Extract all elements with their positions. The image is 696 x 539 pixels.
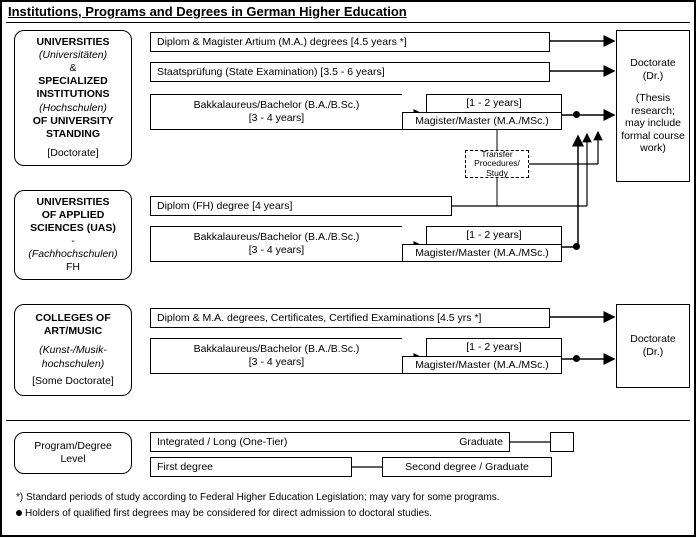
prog-staatspruefung: Staatsprüfung (State Examination) [3.5 -… [150, 62, 550, 82]
prog-art-long: Diplom & M.A. degrees, Certificates, Cer… [150, 308, 550, 328]
label: Magister/Master (M.A./MSc.) [415, 359, 549, 372]
label: work) [640, 142, 666, 155]
label: (Dr.) [643, 346, 663, 359]
legend-second: Second degree / Graduate [382, 457, 552, 477]
label: formal course [621, 130, 685, 143]
label: UNIVERSITIES [37, 196, 110, 209]
label: research; [631, 105, 675, 118]
prog-diplom-ma: Diplom & Magister Artium (M.A.) degrees … [150, 32, 550, 52]
divider-legend [6, 420, 690, 421]
doctorate-1: Doctorate (Dr.) (Thesis research; may in… [616, 30, 690, 182]
label: INSTITUTIONS [37, 88, 110, 101]
prog-master-yrs-2: [1 - 2 years] [426, 226, 562, 244]
label: SCIENCES (UAS) [30, 222, 116, 235]
label: Magister/Master (M.A./MSc.) [415, 247, 549, 260]
inst-art: COLLEGES OF ART/MUSIC (Kunst-/Musik- hoc… [14, 304, 132, 396]
label: (Dr.) [643, 70, 663, 83]
legend-long: Integrated / Long (One-Tier) Graduate [150, 432, 510, 452]
footnote-1: *) Standard periods of study according t… [16, 492, 500, 503]
label: [Doctorate] [47, 147, 98, 160]
label: (Fachhochschulen) [28, 248, 117, 261]
prog-master-yrs-3: [1 - 2 years] [426, 338, 562, 356]
label: Second degree / Graduate [405, 461, 529, 474]
label: - [71, 235, 75, 248]
label: may include [625, 117, 681, 130]
footnote-2: Holders of qualified first degrees may b… [16, 508, 432, 519]
label: Diplom & Magister Artium (M.A.) degrees … [157, 36, 543, 49]
prog-master-1: Magister/Master (M.A./MSc.) [402, 112, 562, 130]
label: [1 - 2 years] [466, 229, 521, 242]
label: ART/MUSIC [44, 325, 102, 338]
label: [3 - 4 years] [249, 356, 304, 369]
prog-master-2: Magister/Master (M.A./MSc.) [402, 244, 562, 262]
qualified-first-degree-dot [573, 243, 580, 250]
legend-first: First degree [150, 457, 352, 477]
label: & [69, 62, 76, 75]
label: Diplom (FH) degree [4 years] [157, 200, 445, 213]
label: [1 - 2 years] [466, 97, 521, 110]
label: [Some Doctorate] [32, 375, 114, 388]
inst-universities: UNIVERSITIES (Universitäten) & SPECIALIZ… [14, 30, 132, 166]
doctorate-2: Doctorate (Dr.) [616, 304, 690, 388]
label: STANDING [46, 128, 100, 141]
label: [3 - 4 years] [249, 244, 304, 257]
diagram-stage: Institutions, Programs and Degrees in Ge… [0, 0, 696, 537]
transfer-box: Transfer Procedures/ Study [465, 150, 529, 178]
label: (Hochschulen) [39, 102, 107, 115]
bullet-icon [16, 510, 22, 516]
label: (Universitäten) [39, 49, 107, 62]
prog-bachelor-2: Bakkalaureus/Bachelor (B.A./B.Sc.) [3 - … [150, 226, 402, 262]
label: OF APPLIED [42, 209, 105, 222]
divider-top [6, 22, 690, 23]
label: FH [66, 261, 80, 274]
label: SPECIALIZED [38, 75, 107, 88]
prog-bachelor-3: Bakkalaureus/Bachelor (B.A./B.Sc.) [3 - … [150, 338, 402, 374]
label: (Kunst-/Musik- [39, 344, 107, 357]
label: Study [486, 169, 508, 178]
label: Holders of qualified first degrees may b… [25, 508, 432, 519]
label: [1 - 2 years] [466, 341, 521, 354]
label: First degree [157, 461, 345, 474]
label: Bakkalaureus/Bachelor (B.A./B.Sc.) [194, 343, 360, 356]
label: Doctorate [630, 333, 676, 346]
label: (Thesis [636, 92, 670, 105]
label: Level [60, 453, 85, 466]
label: Program/Degree [34, 440, 112, 453]
inst-uas: UNIVERSITIES OF APPLIED SCIENCES (UAS) -… [14, 190, 132, 280]
label: Staatsprüfung (State Examination) [3.5 -… [157, 66, 543, 79]
label: Integrated / Long (One-Tier) [157, 436, 287, 449]
label: Graduate [459, 436, 503, 449]
label: Magister/Master (M.A./MSc.) [415, 115, 549, 128]
label: Doctorate [630, 57, 676, 70]
label: Bakkalaureus/Bachelor (B.A./B.Sc.) [194, 99, 360, 112]
prog-diplom-fh: Diplom (FH) degree [4 years] [150, 196, 452, 216]
prog-master-3: Magister/Master (M.A./MSc.) [402, 356, 562, 374]
page-title: Institutions, Programs and Degrees in Ge… [8, 4, 407, 19]
prog-bachelor-1: Bakkalaureus/Bachelor (B.A./B.Sc.) [3 - … [150, 94, 402, 130]
qualified-first-degree-dot [573, 355, 580, 362]
prog-master-yrs-1: [1 - 2 years] [426, 94, 562, 112]
legend-grad-box [550, 432, 574, 452]
label: Diplom & M.A. degrees, Certificates, Cer… [157, 312, 543, 325]
legend-inst: Program/Degree Level [14, 432, 132, 474]
label: hochschulen) [42, 358, 104, 371]
label: [3 - 4 years] [249, 112, 304, 125]
label: Bakkalaureus/Bachelor (B.A./B.Sc.) [194, 231, 360, 244]
label: UNIVERSITIES [37, 36, 110, 49]
label: OF UNIVERSITY [33, 115, 114, 128]
label: COLLEGES OF [35, 312, 110, 325]
qualified-first-degree-dot [573, 111, 580, 118]
